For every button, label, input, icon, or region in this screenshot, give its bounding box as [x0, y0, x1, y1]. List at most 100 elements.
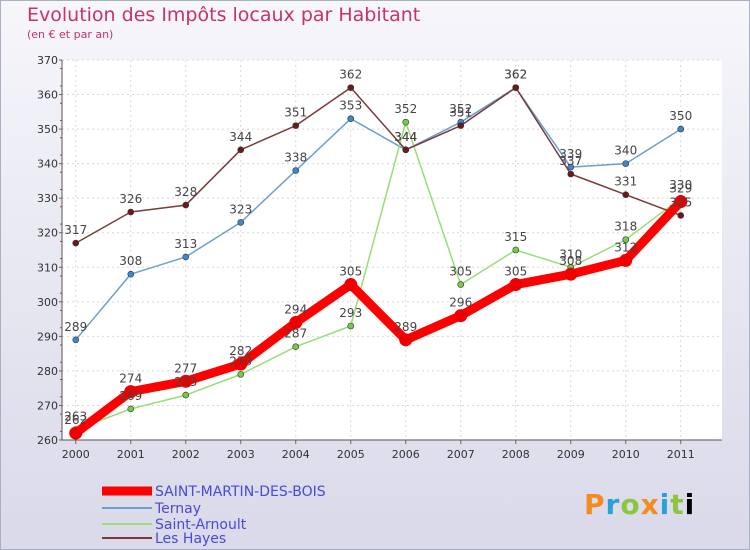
x-tick-label: 2007: [447, 448, 475, 461]
data-point: [457, 122, 465, 129]
data-label: 315: [504, 230, 527, 244]
y-tick-label: 350: [37, 123, 58, 136]
x-tick-label: 2002: [172, 448, 200, 461]
data-label: 269: [119, 389, 142, 403]
data-label: 313: [174, 237, 197, 251]
data-label: 273: [174, 375, 197, 389]
data-point: [567, 163, 575, 171]
data-point: [347, 322, 355, 330]
data-label: 312: [614, 240, 637, 254]
legend: SAINT-MARTIN-DES-BOISTernaySaint-Arnoult…: [102, 484, 326, 547]
data-point: [127, 270, 135, 278]
data-label: 323: [229, 202, 252, 216]
data-label: 294: [284, 303, 307, 317]
x-tick-label: 2003: [227, 448, 255, 461]
data-label: 274: [119, 372, 142, 386]
data-point: [72, 239, 80, 247]
data-point: [69, 426, 83, 440]
y-tick-label: 320: [37, 227, 58, 240]
data-point: [402, 146, 410, 154]
data-point: [512, 84, 520, 91]
data-point: [454, 309, 468, 323]
data-point: [344, 278, 358, 292]
data-label: 308: [119, 254, 142, 268]
data-label: 338: [284, 151, 307, 165]
legend-label: Les Hayes: [155, 531, 226, 547]
data-labels: 262 274 277 282 294 305 289 296 305 308 312 329 289 3…: [64, 68, 692, 427]
data-point: [347, 115, 355, 123]
data-point: [237, 219, 245, 226]
data-label: 293: [339, 306, 362, 320]
y-tick-label: 260: [37, 434, 58, 447]
chart-title: Evolution des Impôts locaux par Habitant: [27, 4, 421, 26]
data-label: 351: [284, 106, 307, 120]
data-label: 279: [229, 354, 252, 368]
y-tick-label: 360: [37, 89, 58, 102]
data-point: [72, 336, 80, 344]
data-label: 289: [64, 320, 87, 334]
data-label: 263: [64, 410, 87, 424]
legend-label: Ternay: [154, 501, 201, 517]
data-label: 308: [559, 254, 582, 268]
y-tick-label: 300: [37, 296, 58, 309]
x-tick-label: 2010: [612, 448, 640, 461]
data-label: 289: [394, 320, 417, 334]
series-line-Saint-Arnoult: [75, 121, 682, 431]
data-point: [402, 118, 410, 126]
chart-subtitle: (en € et par an): [27, 28, 114, 41]
plot-area: [62, 60, 722, 440]
x-tick-label: 2008: [502, 448, 530, 461]
data-point: [622, 160, 630, 167]
data-label: 317: [64, 223, 87, 237]
data-label: 305: [504, 265, 527, 279]
data-point: [237, 371, 245, 378]
data-label: 344: [229, 130, 252, 144]
axes: 260 270 280 290 300 310 320 330 340 350 360 370 2000…: [37, 54, 722, 461]
x-tick-label: 2004: [282, 448, 310, 461]
data-point: [182, 201, 190, 209]
data-label: 331: [614, 175, 637, 189]
x-tick-label: 2001: [117, 448, 145, 461]
data-label: 296: [449, 296, 472, 310]
data-label: 344: [394, 130, 417, 144]
data-point: [399, 333, 413, 347]
legend-label: Saint-Arnoult: [155, 517, 247, 533]
y-tick-label: 280: [37, 365, 58, 378]
x-tick-label: 2000: [62, 448, 90, 461]
data-point: [677, 125, 685, 133]
y-tick-label: 270: [37, 399, 58, 412]
data-label: 339: [559, 147, 582, 161]
data-point: [674, 195, 688, 209]
data-label: 305: [339, 265, 362, 279]
data-point: [127, 405, 135, 413]
data-point: [622, 191, 630, 199]
data-label: 287: [284, 327, 307, 341]
data-point: [622, 236, 630, 243]
y-tick-label: 340: [37, 158, 58, 171]
data-point: [512, 246, 520, 254]
data-label: 350: [669, 109, 692, 123]
data-point: [182, 253, 190, 261]
data-point: [292, 167, 300, 174]
data-point: [179, 374, 193, 388]
data-label: 337: [559, 154, 582, 168]
data-point: [234, 357, 248, 371]
y-tick-label: 370: [37, 54, 58, 67]
x-tick-label: 2005: [337, 448, 365, 461]
series-line-Les Hayes: [75, 86, 682, 244]
series-line-SAINT-MARTIN-DES-BOIS: [71, 197, 686, 438]
data-label: 351: [449, 106, 472, 120]
data-label: 262: [64, 413, 87, 427]
data-label: 318: [614, 220, 637, 234]
data-point: [677, 212, 685, 219]
data-label: 329: [669, 182, 692, 196]
data-point: [182, 391, 190, 399]
data-point: [292, 122, 300, 129]
data-label: 305: [449, 265, 472, 279]
data-point: [347, 84, 355, 91]
data-point: [619, 253, 633, 267]
x-tick-label: 2006: [392, 448, 420, 461]
data-label: 353: [339, 99, 362, 113]
data-label: 352: [394, 102, 417, 116]
